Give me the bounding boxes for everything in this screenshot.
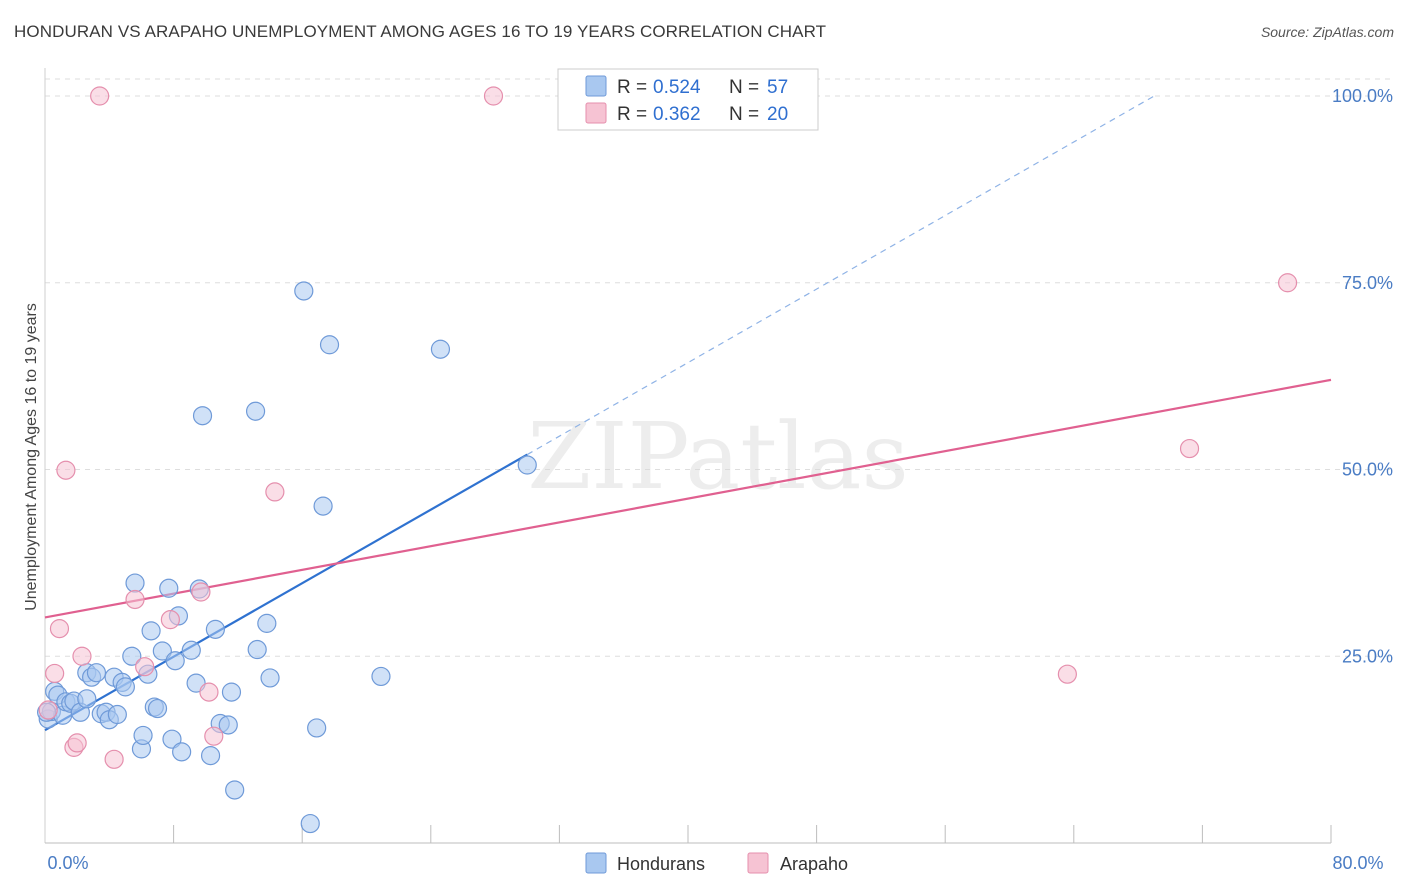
series-legend-arapaho: Arapaho <box>780 854 848 874</box>
trend-line-arapaho <box>44 378 1332 619</box>
point-hondurans-28 <box>152 641 172 661</box>
point-hondurans-54 <box>430 339 451 359</box>
y-tick-label-3: 100.0% <box>1332 86 1393 106</box>
x-tick-label-1: 80.0% <box>1332 853 1383 873</box>
point-hondurans-19 <box>115 677 135 697</box>
point-hondurans-31 <box>165 651 185 671</box>
series-legend: Hondurans Arapaho <box>585 852 848 874</box>
point-hondurans-34 <box>181 640 201 660</box>
point-arapaho-16 <box>483 86 504 106</box>
series-legend-swatch-hondurans <box>585 852 607 874</box>
legend-r-label-arapaho: R = <box>617 104 647 125</box>
legend-n-value-arapaho: 20 <box>767 104 788 125</box>
point-arapaho-18 <box>1179 438 1200 459</box>
point-hondurans-50 <box>307 718 327 738</box>
chart-title: HONDURAN VS ARAPAHO UNEMPLOYMENT AMONG A… <box>14 22 827 41</box>
point-arapaho-11 <box>191 582 211 602</box>
point-arapaho-19 <box>1277 273 1298 293</box>
point-arapaho-15 <box>90 86 110 106</box>
point-hondurans-43 <box>225 780 245 800</box>
trend-extension-hondurans <box>526 95 1155 456</box>
legend-swatch-hondurans <box>585 75 607 97</box>
point-hondurans-52 <box>319 335 340 355</box>
point-arapaho-2 <box>49 619 70 639</box>
source-label: Source: ZipAtlas.com <box>1260 24 1394 40</box>
point-arapaho-5 <box>67 733 87 753</box>
point-hondurans-44 <box>245 401 266 421</box>
point-arapaho-0 <box>38 700 58 720</box>
x-tick-label-0: 0.0% <box>47 853 88 873</box>
point-arapaho-3 <box>56 460 76 480</box>
point-hondurans-12 <box>86 663 107 683</box>
point-arapaho-7 <box>104 749 124 769</box>
stats-legend: R = 0.524 N = 57 R = 0.362 N = 20 <box>557 68 819 131</box>
point-hondurans-17 <box>107 704 127 725</box>
y-axis-label: Unemployment Among Ages 16 to 19 years <box>23 303 40 611</box>
point-hondurans-37 <box>192 406 213 426</box>
point-hondurans-9 <box>77 689 97 709</box>
data-points <box>37 86 1298 834</box>
legend-r-value-arapaho: 0.362 <box>653 104 701 125</box>
point-hondurans-42 <box>221 682 242 702</box>
point-hondurans-47 <box>260 668 280 688</box>
point-arapaho-10 <box>160 610 180 630</box>
y-tick-label-2: 75.0% <box>1342 273 1393 293</box>
point-hondurans-45 <box>247 639 267 660</box>
legend-n-label-hondurans: N = <box>729 77 759 98</box>
point-hondurans-21 <box>125 573 145 593</box>
point-hondurans-55 <box>517 455 537 475</box>
point-arapaho-8 <box>125 589 145 610</box>
point-hondurans-25 <box>141 621 161 641</box>
point-hondurans-20 <box>122 646 142 666</box>
point-arapaho-6 <box>72 646 92 666</box>
y-tick-label-0: 25.0% <box>1342 646 1393 666</box>
point-arapaho-9 <box>135 657 155 677</box>
point-hondurans-39 <box>205 619 225 639</box>
point-hondurans-33 <box>172 742 192 762</box>
point-hondurans-48 <box>294 281 314 301</box>
point-arapaho-14 <box>265 482 285 502</box>
legend-r-label-hondurans: R = <box>617 77 647 98</box>
point-hondurans-53 <box>371 666 391 687</box>
point-hondurans-49 <box>300 813 320 834</box>
point-hondurans-30 <box>162 729 182 749</box>
y-tick-label-1: 50.0% <box>1342 460 1393 480</box>
point-hondurans-41 <box>218 715 238 735</box>
point-arapaho-17 <box>1057 664 1077 684</box>
point-arapaho-13 <box>204 726 224 746</box>
grid-lines <box>45 78 1393 657</box>
point-hondurans-23 <box>133 725 153 746</box>
legend-n-value-hondurans: 57 <box>767 77 788 98</box>
point-hondurans-29 <box>159 578 179 598</box>
legend-n-label-arapaho: N = <box>729 104 759 125</box>
point-hondurans-51 <box>313 496 333 516</box>
legend-swatch-arapaho <box>585 102 607 124</box>
point-hondurans-27 <box>147 698 168 719</box>
point-hondurans-38 <box>200 746 221 766</box>
tick-labels: 25.0% 50.0% 75.0% 100.0% 0.0% 80.0% <box>47 86 1393 873</box>
series-legend-hondurans: Hondurans <box>617 854 705 874</box>
point-arapaho-12 <box>199 682 219 702</box>
legend-r-value-hondurans: 0.524 <box>653 77 701 98</box>
series-legend-swatch-arapaho <box>747 852 769 874</box>
point-hondurans-46 <box>257 613 277 633</box>
point-arapaho-1 <box>45 663 65 684</box>
